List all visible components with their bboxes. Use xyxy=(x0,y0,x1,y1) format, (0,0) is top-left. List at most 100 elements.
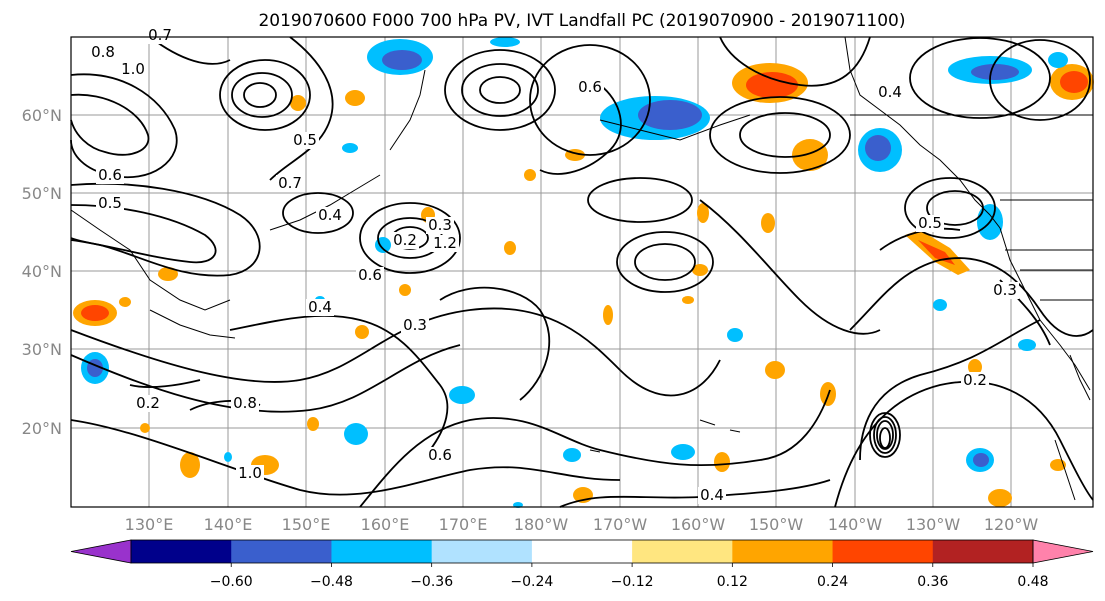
contour-label: 0.2 xyxy=(393,231,417,249)
positive-anomaly-blob xyxy=(1050,64,1094,100)
longitude-label: 150°E xyxy=(282,515,331,534)
contour-label: 0.3 xyxy=(403,316,427,334)
coastlines xyxy=(70,36,1093,501)
contour-label: 0.4 xyxy=(700,486,724,504)
contour-label-bg xyxy=(96,167,124,184)
contour-label-bg xyxy=(426,447,454,464)
contour-label: 0.4 xyxy=(878,83,902,101)
contour-label-bg xyxy=(576,79,604,96)
longitude-label: 170°W xyxy=(593,515,648,534)
longitude-label: 150°W xyxy=(749,515,804,534)
map-frame xyxy=(70,36,1094,508)
contour-label: 0.5 xyxy=(98,194,122,212)
contour-label-bg xyxy=(236,465,264,482)
contour-label-bg xyxy=(231,395,259,412)
contour-label: 0.5 xyxy=(293,131,317,149)
negative-anomaly-blob xyxy=(81,352,109,384)
contour-label-bg xyxy=(306,299,334,316)
latitude-label: 30°N xyxy=(22,340,62,359)
latitude-labels: 60°N 50°N 40°N 30°N 20°N xyxy=(22,106,62,438)
map-panel: 0.81.00.70.60.50.40.30.2 1.20.50.70.60.40… xyxy=(70,26,1094,508)
contour-label-bg xyxy=(961,372,989,389)
colorbar-segment xyxy=(632,540,733,563)
contour-label-bg xyxy=(391,232,419,249)
colorbar-tick-label: −0.36 xyxy=(410,574,453,590)
negative-anomaly-blob xyxy=(966,448,994,472)
negative-anomaly-blob xyxy=(224,37,1068,508)
contour-label: 1.2 xyxy=(433,234,457,252)
contour-label: 1.0 xyxy=(238,464,262,482)
contour-label: 1.0 xyxy=(121,60,145,78)
latitude-label: 60°N xyxy=(22,106,62,125)
contour-label-bg xyxy=(916,215,944,232)
colorbar-segment xyxy=(231,540,332,563)
contour-label: 0.2 xyxy=(136,394,160,412)
map-background xyxy=(71,37,1093,507)
colorbar-segment xyxy=(431,540,533,563)
colorbar-segment xyxy=(832,540,934,563)
contour-label: 0.6 xyxy=(578,78,602,96)
contour-label: 0.8 xyxy=(91,43,115,61)
negative-anomaly-blob xyxy=(367,39,433,75)
positive-anomaly-blob xyxy=(732,63,808,103)
longitude-labels: 130°E 140°E 150°E 160°E 170°E 180°W 170°W 160°W… xyxy=(125,515,1039,534)
longitude-label: 160°E xyxy=(361,515,410,534)
latitude-label: 50°N xyxy=(22,184,62,203)
colorbar-segment xyxy=(131,540,232,563)
colorbar-tick-label: −0.48 xyxy=(310,574,353,590)
latitude-label: 20°N xyxy=(22,419,62,438)
contour-label: 0.3 xyxy=(428,216,452,234)
longitude-label: 160°W xyxy=(671,515,726,534)
contour-label-bg xyxy=(991,282,1019,299)
contour-label-bg xyxy=(276,175,304,192)
contour-label-bg xyxy=(146,27,174,44)
contour-label: 0.7 xyxy=(278,174,302,192)
longitude-label: 140°W xyxy=(828,515,883,534)
contour-label: 0.4 xyxy=(318,206,342,224)
colorbar-segment xyxy=(531,540,633,563)
longitude-label: 130°E xyxy=(125,515,174,534)
contour-label: 0.8 xyxy=(233,394,257,412)
contour-label: 0.7 xyxy=(148,26,172,44)
negative-anomaly-blob xyxy=(858,128,902,172)
colorbar-tick-label: −0.12 xyxy=(611,574,654,590)
pv-contours xyxy=(70,36,1094,508)
contour-label: 0.3 xyxy=(993,281,1017,299)
colorbar-extend-low xyxy=(70,539,132,564)
colorbar-tick-label: 0.48 xyxy=(1017,574,1048,590)
negative-anomaly-blob xyxy=(948,56,1032,84)
contour-label-bg xyxy=(431,235,459,252)
contour-label: 0.6 xyxy=(428,446,452,464)
latitude-label: 40°N xyxy=(22,262,62,281)
contour-label: 0.5 xyxy=(918,214,942,232)
negative-anomaly-blob xyxy=(600,96,710,140)
colorbar-tick-label: 0.12 xyxy=(717,574,748,590)
contour-label: 0.6 xyxy=(358,266,382,284)
contour-label-bg xyxy=(401,317,429,334)
contour-label: 0.6 xyxy=(98,166,122,184)
colorbar: −0.60 −0.48 −0.36 −0.24 −0.12 0.12 0.24 0.36 0.4… xyxy=(70,539,1094,590)
colorbar-tick-label: 0.36 xyxy=(917,574,948,590)
shading-layer xyxy=(73,37,1094,508)
longitude-label: 180°W xyxy=(514,515,569,534)
contour-label-bg xyxy=(96,195,124,212)
contour-label-bg xyxy=(291,132,319,149)
positive-anomaly-blob xyxy=(73,300,117,326)
colorbar-segment xyxy=(331,540,433,563)
contour-label-bg xyxy=(119,61,147,78)
longitude-label: 140°E xyxy=(204,515,253,534)
longitude-label: 130°W xyxy=(906,515,961,534)
contour-label-bg xyxy=(426,217,454,234)
contour-label-bg xyxy=(356,267,384,284)
colorbar-extend-high xyxy=(1032,539,1094,564)
contour-label-bg xyxy=(876,84,904,101)
colorbar-tick-label: 0.24 xyxy=(817,574,848,590)
positive-anomaly-blob xyxy=(119,90,1066,507)
contour-label: 0.2 xyxy=(963,371,987,389)
colorbar-tick-label: −0.24 xyxy=(510,574,553,590)
contour-label: 0.4 xyxy=(308,298,332,316)
colorbar-segment xyxy=(732,540,834,563)
map-title: 2019070600 F000 700 hPa PV, IVT Landfall… xyxy=(258,11,905,31)
colorbar-tick-label: −0.60 xyxy=(210,574,253,590)
